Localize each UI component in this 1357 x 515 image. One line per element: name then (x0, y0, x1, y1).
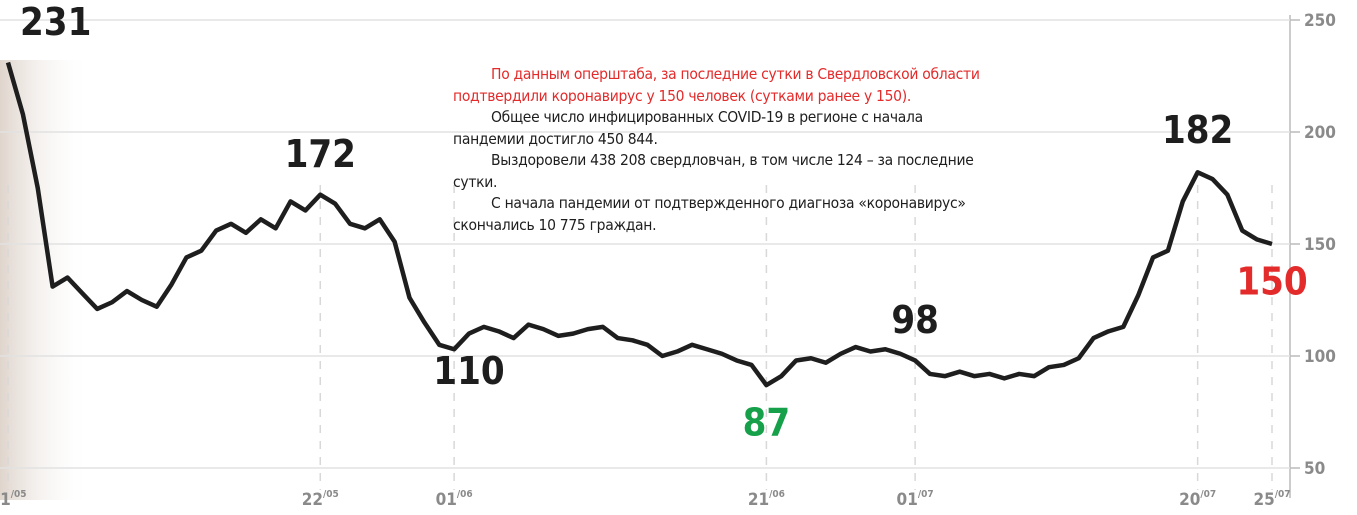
annotation-line: С начала пандемии от подтвержденного диа… (453, 193, 980, 215)
x-tick-month: /07 (918, 489, 934, 500)
data-label: 110 (433, 349, 504, 393)
data-label: 98 (891, 298, 939, 342)
y-tick-label: 100 (1304, 347, 1336, 367)
y-tick-label: 150 (1304, 235, 1336, 255)
x-tick-label: 21/06 (748, 489, 785, 510)
x-tick-label: 22/05 (302, 489, 339, 510)
x-tick-day: 01 (436, 490, 457, 510)
annotation-paragraph: С начала пандемии от подтвержденного диа… (453, 193, 980, 236)
annotation-paragraph: Общее число инфицированных COVID-19 в ре… (453, 107, 980, 150)
x-tick-month: /06 (457, 489, 473, 500)
x-tick-label: 01/06 (436, 489, 473, 510)
x-tick-month: /06 (769, 489, 785, 500)
x-tick-month: /07 (1275, 489, 1291, 500)
data-label: 172 (285, 132, 356, 176)
data-label: 231 (20, 0, 91, 44)
data-label: 182 (1162, 108, 1233, 152)
annotation-line: пандемии достигло 450 844. (453, 129, 980, 151)
data-label: 87 (743, 401, 791, 445)
annotation-line: Общее число инфицированных COVID-19 в ре… (453, 107, 980, 129)
y-tick-label: 50 (1304, 459, 1325, 479)
page: 5010015020025001/0522/0501/0621/0601/072… (0, 0, 1357, 515)
annotation-line: Выздоровели 438 208 свердловчан, в том ч… (453, 150, 980, 172)
x-tick-label: 01/05 (0, 489, 27, 510)
x-tick-day: 20 (1179, 490, 1200, 510)
x-tick-label: 20/07 (1179, 489, 1216, 510)
annotation-line: скончались 10 775 граждан. (453, 215, 980, 237)
annotation-line: сутки. (453, 172, 980, 194)
x-tick-label: 25/07 (1253, 489, 1290, 510)
x-tick-day: 01 (897, 490, 918, 510)
annotation-line: По данным оперштаба, за последние сутки … (453, 64, 980, 86)
x-tick-day: 22 (302, 490, 323, 510)
x-tick-day: 01 (0, 490, 11, 510)
x-tick-month: /05 (11, 489, 27, 500)
y-tick-label: 250 (1304, 11, 1336, 31)
x-tick-day: 21 (748, 490, 769, 510)
x-tick-label: 01/07 (897, 489, 934, 510)
x-tick-month: /05 (323, 489, 339, 500)
annotation-paragraph: По данным оперштаба, за последние сутки … (453, 64, 980, 107)
annotation: По данным оперштаба, за последние сутки … (453, 64, 980, 236)
photo-fade (0, 60, 90, 500)
annotation-line: подтвердили коронавирус у 150 человек (с… (453, 86, 980, 108)
y-tick-label: 200 (1304, 123, 1336, 143)
x-tick-day: 25 (1253, 490, 1274, 510)
x-tick-month: /07 (1200, 489, 1216, 500)
data-label: 150 (1236, 260, 1307, 304)
annotation-paragraph: Выздоровели 438 208 свердловчан, в том ч… (453, 150, 980, 193)
